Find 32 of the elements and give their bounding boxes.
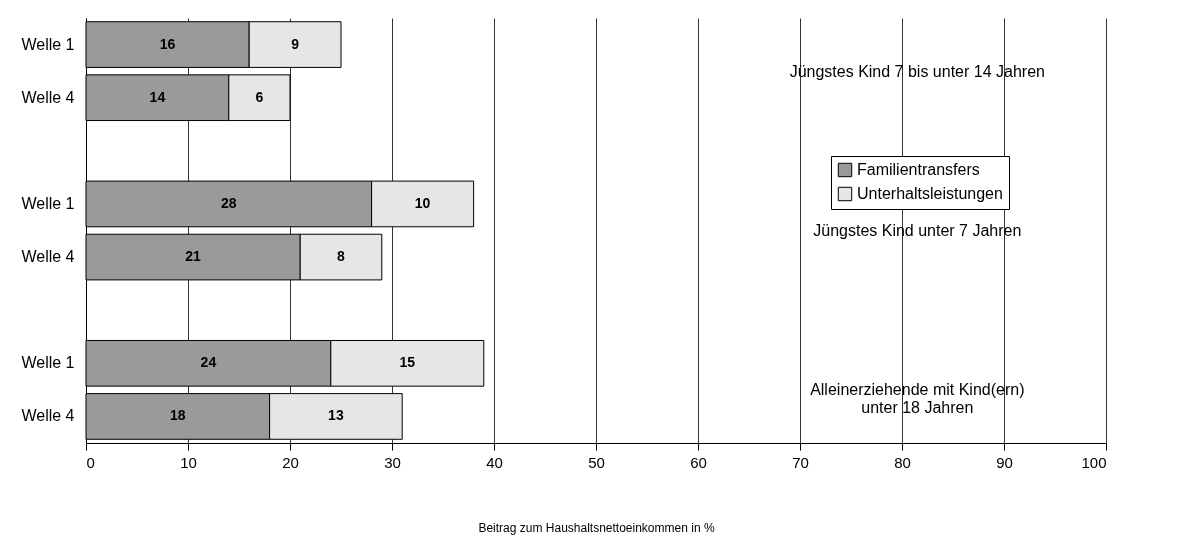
x-tick-label: 10 <box>180 453 197 471</box>
data-label: 14 <box>149 88 166 105</box>
y-tick-label: Welle 1 <box>21 194 75 212</box>
data-label: 6 <box>255 88 264 105</box>
x-tick-label: 50 <box>588 453 605 471</box>
legend-label: Familientransfers <box>857 161 980 178</box>
x-tick-label: 60 <box>690 453 707 471</box>
x-tick-label: 30 <box>384 453 401 471</box>
x-axis-title: Beitrag zum Haushaltsnettoeinkommen in % <box>478 520 715 535</box>
x-tick-label: 40 <box>486 453 503 471</box>
data-label: 10 <box>414 194 431 211</box>
data-label: 16 <box>159 35 176 52</box>
y-tick-label: Welle 4 <box>21 248 75 266</box>
data-label: 21 <box>185 248 202 265</box>
x-tick-label: 90 <box>996 453 1013 471</box>
data-label: 8 <box>337 248 346 265</box>
data-label: 9 <box>291 35 300 52</box>
x-tick-label: 70 <box>792 453 809 471</box>
y-tick-label: Welle 4 <box>21 407 75 425</box>
x-tick-label: 100 <box>1081 453 1107 471</box>
data-label: 28 <box>221 194 237 211</box>
data-label: 13 <box>328 407 344 424</box>
y-tick-label: Welle 4 <box>21 88 75 106</box>
y-tick-label: Welle 1 <box>21 354 75 372</box>
y-tick-label: Welle 1 <box>21 35 75 53</box>
data-label: 18 <box>170 407 186 424</box>
data-label: 24 <box>200 354 217 371</box>
x-tick-label: 20 <box>282 453 299 471</box>
legend-label: Unterhaltsleistungen <box>857 185 1003 202</box>
data-label: 15 <box>399 354 416 371</box>
x-tick-label: 80 <box>894 453 911 471</box>
x-tick-label: 0 <box>86 453 95 471</box>
